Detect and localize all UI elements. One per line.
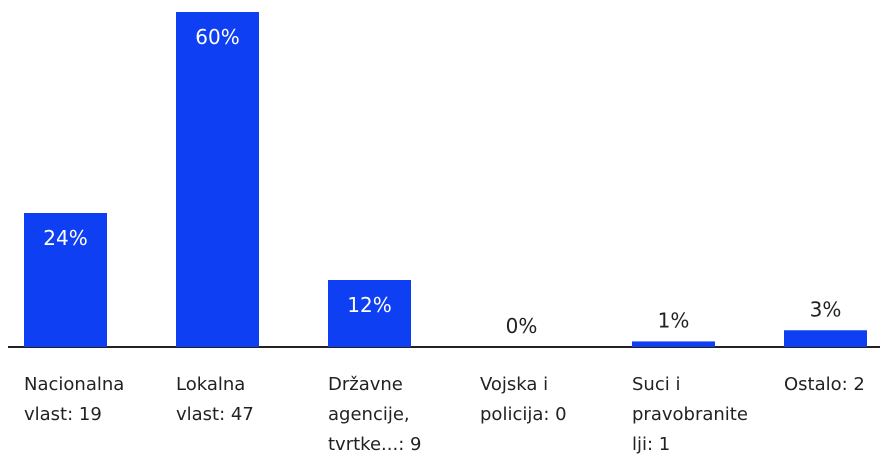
category-label: Lokalna vlast: 47 <box>176 374 254 425</box>
bar <box>632 341 715 347</box>
bar <box>176 12 259 347</box>
value-label: 3% <box>810 297 842 321</box>
category-label: Nacionalna vlast: 19 <box>24 374 125 425</box>
value-label: 60% <box>195 25 239 49</box>
value-label: 12% <box>347 293 391 317</box>
value-label: 24% <box>43 226 87 250</box>
category-label: Vojska i policija: 0 <box>480 374 567 425</box>
category-label: Ostalo: 2 <box>784 374 865 395</box>
value-label: 0% <box>506 314 538 338</box>
value-label: 1% <box>658 308 690 332</box>
bar <box>24 213 107 347</box>
bar <box>784 330 867 347</box>
category-label: Suci i pravobranitelji: 1 <box>632 374 748 455</box>
category-label: Državne agencije, tvrtke...: 9 <box>328 374 422 455</box>
bar <box>328 280 411 347</box>
